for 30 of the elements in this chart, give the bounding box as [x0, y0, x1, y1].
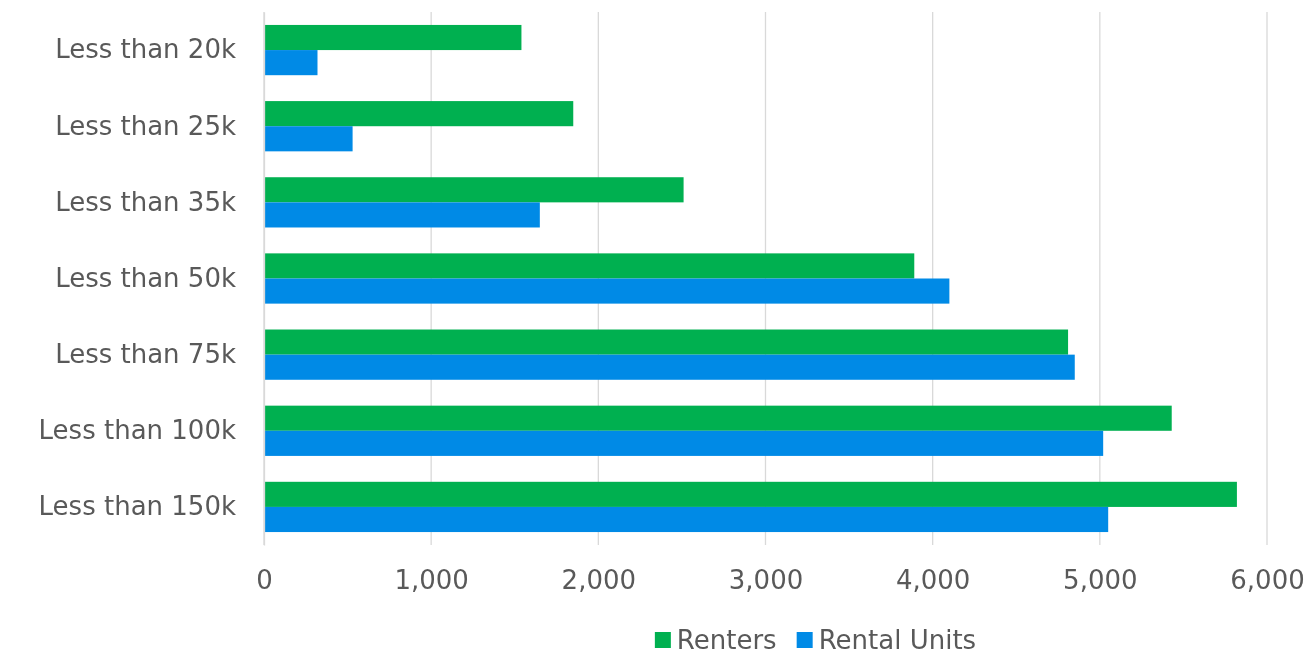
bar	[264, 177, 684, 203]
bar	[264, 405, 1172, 431]
bar	[264, 101, 574, 127]
y-tick-label: Less than 25k	[55, 110, 236, 141]
x-tick-label: 2,000	[561, 565, 637, 596]
x-tick-label: 4,000	[895, 565, 971, 596]
bar	[264, 329, 1069, 355]
bar	[264, 506, 1109, 533]
y-tick-label: Less than 35k	[55, 186, 236, 217]
bar	[264, 202, 540, 228]
y-tick-label: Less than 150k	[38, 491, 236, 522]
bar	[264, 253, 915, 279]
bar	[264, 278, 950, 304]
legend-label: Renters	[676, 625, 777, 655]
x-tick-label: 6,000	[1230, 565, 1305, 596]
bar	[264, 126, 353, 152]
bar	[264, 354, 1075, 380]
bar	[264, 481, 1237, 507]
x-tick-label: 1,000	[394, 565, 469, 596]
y-tick-label: Less than 20k	[55, 34, 236, 65]
y-tick-label: Less than 50k	[55, 262, 236, 293]
x-tick-label: 3,000	[728, 565, 804, 596]
legend-label: Rental Units	[818, 625, 977, 655]
bar	[264, 50, 318, 76]
x-tick-label: 5,000	[1063, 565, 1138, 596]
y-tick-label: Less than 75k	[55, 338, 236, 369]
bar	[264, 24, 522, 51]
bar	[264, 430, 1104, 456]
x-tick-label: 0	[256, 565, 273, 596]
y-tick-label: Less than 100k	[38, 415, 236, 446]
